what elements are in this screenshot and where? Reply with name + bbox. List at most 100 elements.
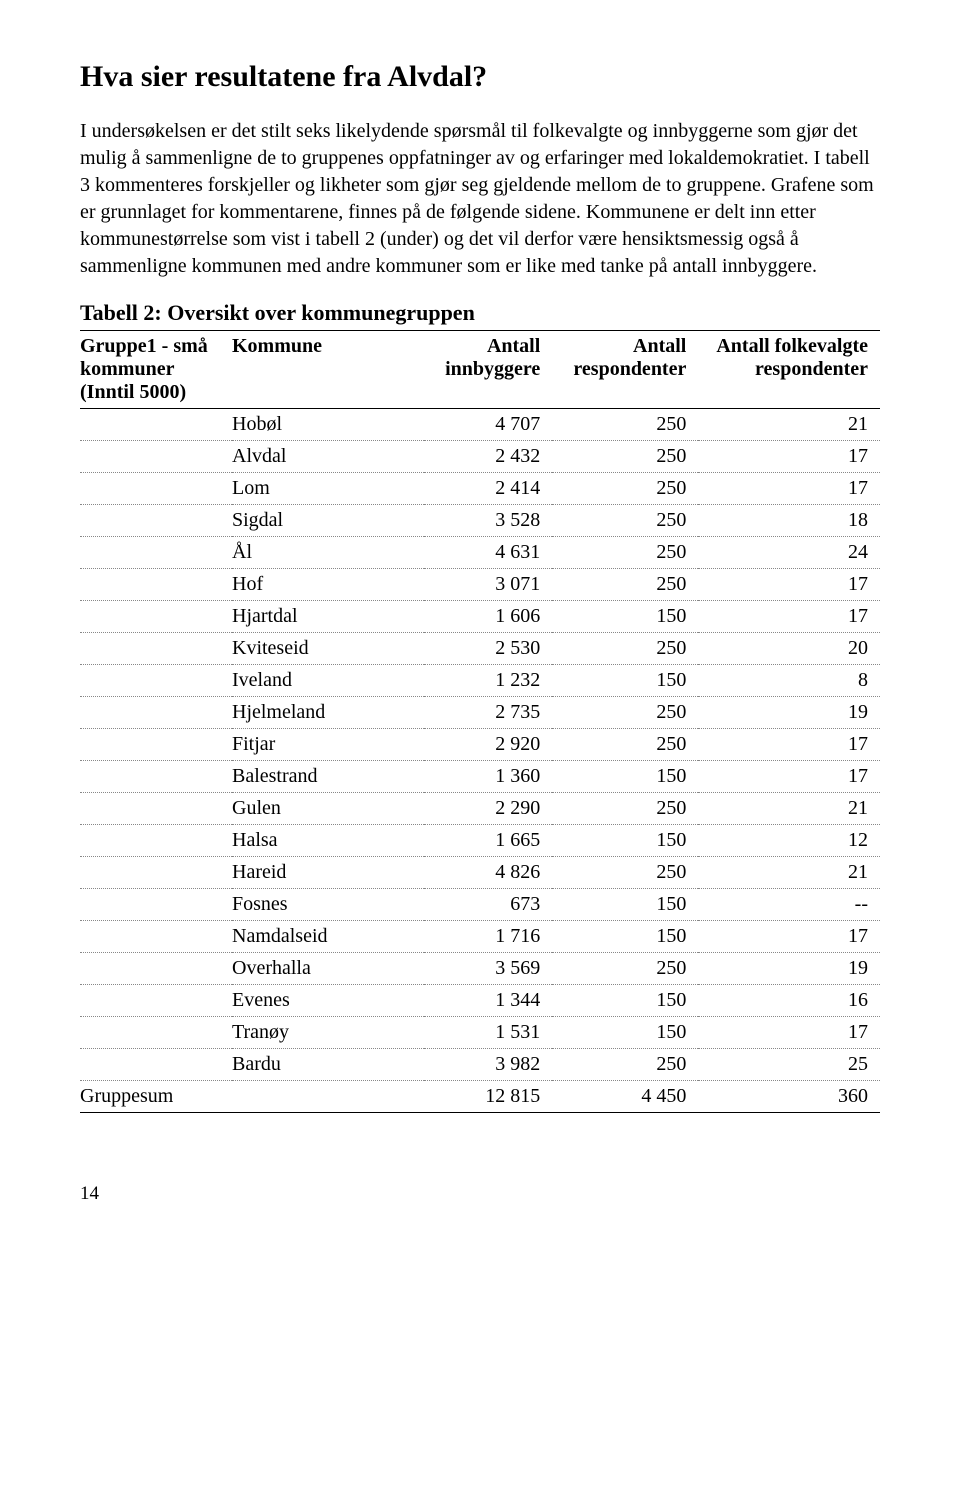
cell-kommune: Namdalseid [232,921,424,953]
cell-innbyggere: 4 826 [424,857,552,889]
table-row: Gulen2 29025021 [80,793,880,825]
table-row: Iveland1 2321508 [80,665,880,697]
cell-kommune: Alvdal [232,441,424,473]
table-title: Tabell 2: Oversikt over kommunegruppen [80,300,880,326]
cell-respondenter: 250 [552,953,698,985]
page-number: 14 [80,1183,880,1205]
table-row: Hjelmeland2 73525019 [80,697,880,729]
intro-paragraph: I undersøkelsen er det stilt seks likely… [80,118,880,280]
sum-label: Gruppesum [80,1081,232,1113]
cell-kommune: Fitjar [232,729,424,761]
cell-respondenter: 250 [552,569,698,601]
cell-innbyggere: 1 665 [424,825,552,857]
cell-kommune: Evenes [232,985,424,1017]
table-row: Overhalla3 56925019 [80,953,880,985]
cell-group [80,793,232,825]
cell-respondenter: 150 [552,761,698,793]
cell-innbyggere: 3 528 [424,505,552,537]
cell-innbyggere: 2 530 [424,633,552,665]
table-row: Tranøy1 53115017 [80,1017,880,1049]
header-group: Gruppe1 - små kommuner (Inntil 5000) [80,331,232,409]
table-row: Sigdal3 52825018 [80,505,880,537]
cell-respondenter: 150 [552,825,698,857]
cell-kommune: Balestrand [232,761,424,793]
cell-group [80,1017,232,1049]
cell-respondenter: 150 [552,665,698,697]
cell-respondenter: 250 [552,441,698,473]
table-row: Namdalseid1 71615017 [80,921,880,953]
table-row: Evenes1 34415016 [80,985,880,1017]
cell-respondenter: 250 [552,857,698,889]
cell-kommune: Sigdal [232,505,424,537]
cell-kommune: Hof [232,569,424,601]
cell-kommune: Iveland [232,665,424,697]
header-innbyggere: Antall innbyggere [424,331,552,409]
table-row: Alvdal2 43225017 [80,441,880,473]
cell-respondenter: 150 [552,985,698,1017]
cell-innbyggere: 2 735 [424,697,552,729]
cell-folkevalgte: 17 [698,569,880,601]
cell-innbyggere: 1 531 [424,1017,552,1049]
cell-innbyggere: 2 920 [424,729,552,761]
cell-group [80,409,232,441]
cell-folkevalgte: 21 [698,793,880,825]
cell-group [80,601,232,633]
cell-innbyggere: 3 982 [424,1049,552,1081]
table-row: Hareid4 82625021 [80,857,880,889]
cell-innbyggere: 2 290 [424,793,552,825]
cell-group [80,697,232,729]
cell-group [80,1049,232,1081]
cell-innbyggere: 673 [424,889,552,921]
cell-innbyggere: 3 569 [424,953,552,985]
cell-group [80,761,232,793]
cell-innbyggere: 3 071 [424,569,552,601]
cell-kommune: Halsa [232,825,424,857]
cell-kommune: Hobøl [232,409,424,441]
cell-respondenter: 150 [552,921,698,953]
cell-folkevalgte: 17 [698,441,880,473]
cell-folkevalgte: 21 [698,857,880,889]
cell-group [80,857,232,889]
table-row: Fosnes673150-- [80,889,880,921]
cell-kommune: Bardu [232,1049,424,1081]
cell-respondenter: 250 [552,633,698,665]
cell-respondenter: 250 [552,505,698,537]
cell-kommune: Hjartdal [232,601,424,633]
cell-respondenter: 150 [552,889,698,921]
cell-kommune: Lom [232,473,424,505]
cell-respondenter: 250 [552,697,698,729]
cell-folkevalgte: 8 [698,665,880,697]
cell-innbyggere: 1 606 [424,601,552,633]
cell-kommune: Hareid [232,857,424,889]
cell-group [80,921,232,953]
kommune-table: Gruppe1 - små kommuner (Inntil 5000) Kom… [80,330,880,1113]
cell-group [80,889,232,921]
table-row: Halsa1 66515012 [80,825,880,857]
cell-group [80,825,232,857]
table-row: Bardu3 98225025 [80,1049,880,1081]
page-heading: Hva sier resultatene fra Alvdal? [80,60,880,94]
cell-group [80,665,232,697]
cell-respondenter: 250 [552,537,698,569]
cell-respondenter: 250 [552,729,698,761]
table-row: Hobøl4 70725021 [80,409,880,441]
cell-folkevalgte: 17 [698,729,880,761]
cell-folkevalgte: -- [698,889,880,921]
cell-group [80,473,232,505]
document-page: Hva sier resultatene fra Alvdal? I under… [0,0,960,1245]
cell-folkevalgte: 19 [698,697,880,729]
cell-innbyggere: 4 631 [424,537,552,569]
table-row: Lom2 41425017 [80,473,880,505]
cell-group [80,633,232,665]
header-respondenter: Antall respondenter [552,331,698,409]
sum-respondenter: 4 450 [552,1081,698,1113]
cell-innbyggere: 2 432 [424,441,552,473]
cell-respondenter: 150 [552,601,698,633]
cell-group [80,985,232,1017]
header-folkevalgte: Antall folkevalgte respondenter [698,331,880,409]
header-kommune: Kommune [232,331,424,409]
table-header-row: Gruppe1 - små kommuner (Inntil 5000) Kom… [80,331,880,409]
cell-folkevalgte: 17 [698,1017,880,1049]
table-row: Balestrand1 36015017 [80,761,880,793]
cell-respondenter: 250 [552,473,698,505]
